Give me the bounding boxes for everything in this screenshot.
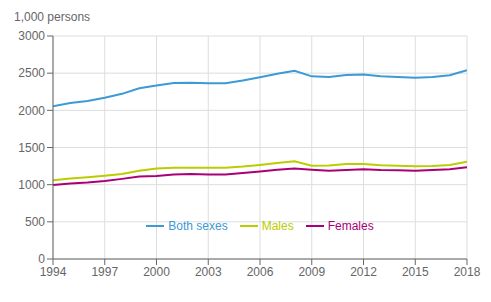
svg-text:1997: 1997: [91, 265, 118, 279]
svg-text:3000: 3000: [18, 29, 45, 43]
svg-text:2500: 2500: [18, 66, 45, 80]
svg-text:2018: 2018: [454, 265, 481, 279]
svg-text:2003: 2003: [195, 265, 222, 279]
svg-text:2015: 2015: [402, 265, 429, 279]
svg-text:1500: 1500: [18, 141, 45, 155]
svg-text:500: 500: [25, 215, 45, 229]
html-text:1,000 persons: 1,000 persons: [14, 10, 91, 24]
html-text:Males: Males: [261, 219, 294, 233]
svg-text:1000: 1000: [18, 178, 45, 192]
svg-text:2006: 2006: [247, 265, 274, 279]
svg-text:2000: 2000: [143, 265, 170, 279]
html-text:Both sexes: Both sexes: [168, 219, 228, 233]
svg-text:2012: 2012: [350, 265, 377, 279]
svg-text:0: 0: [38, 252, 45, 266]
html-text:Females: Females: [327, 219, 374, 233]
svg-text:2000: 2000: [18, 104, 45, 118]
svg-text:1994: 1994: [40, 265, 67, 279]
svg-text:2009: 2009: [298, 265, 325, 279]
